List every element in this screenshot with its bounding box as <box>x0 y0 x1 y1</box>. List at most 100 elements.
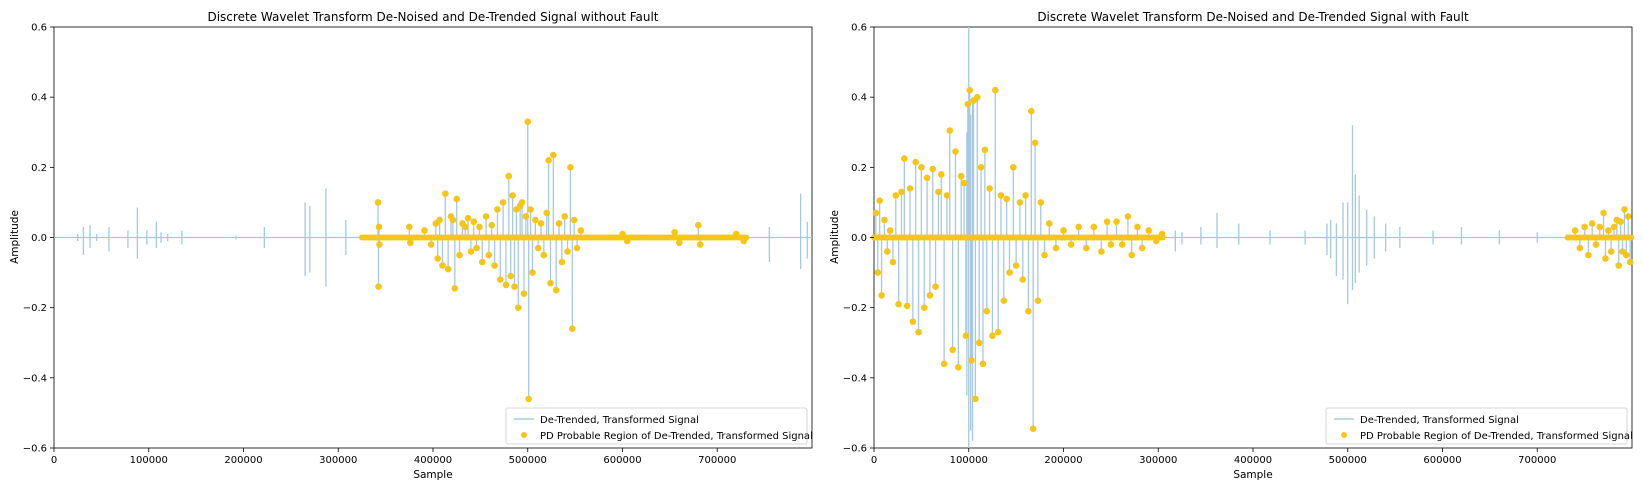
y-tick-label: −0.6 <box>23 444 47 455</box>
y-tick-label: −0.2 <box>843 303 867 314</box>
pd-point <box>1581 223 1588 231</box>
pd-point <box>1605 227 1612 234</box>
y-tick-label: −0.4 <box>843 373 867 384</box>
pd-point <box>547 279 554 287</box>
pd-point <box>485 251 493 259</box>
pd-point <box>522 213 530 220</box>
pd-point <box>946 127 954 134</box>
pd-point <box>453 195 460 203</box>
pd-point <box>883 248 891 255</box>
legend-entry-pd: PD Probable Region of De-Trended, Transf… <box>540 431 813 442</box>
pd-point <box>444 265 452 273</box>
pd-point <box>671 228 678 236</box>
x-tick-label: 300000 <box>319 455 357 466</box>
pd-point <box>464 214 472 222</box>
x-tick-label: 300000 <box>1139 455 1177 466</box>
pd-point <box>473 244 480 252</box>
pd-point <box>545 157 552 164</box>
y-tick-label: −0.4 <box>23 373 47 384</box>
pd-point <box>470 218 478 226</box>
pd-point <box>524 118 532 126</box>
pd-point <box>623 237 631 245</box>
pd-point <box>962 332 970 340</box>
pd-point <box>937 171 945 178</box>
pd-point <box>1607 248 1615 255</box>
pd-point <box>1003 195 1010 203</box>
x-tick-label: 600000 <box>1423 455 1461 466</box>
pd-point <box>507 272 514 280</box>
legend-box <box>505 407 808 445</box>
x-tick-label: 500000 <box>509 455 547 466</box>
pd-point <box>1113 218 1120 226</box>
pd-point <box>972 395 979 403</box>
pd-point <box>876 197 883 204</box>
x-tick-label: 100000 <box>950 455 988 466</box>
x-tick-label: 700000 <box>698 455 736 466</box>
x-tick-label: 0 <box>871 455 877 466</box>
pd-point <box>929 165 937 173</box>
y-tick-label: −0.2 <box>23 303 47 314</box>
pd-point <box>935 188 942 196</box>
pd-point <box>406 223 413 231</box>
pd-point <box>527 206 534 213</box>
pd-point <box>975 339 983 347</box>
pd-point <box>376 241 383 248</box>
pd-point <box>957 172 965 180</box>
pd-point <box>964 100 972 108</box>
pd-point <box>918 164 925 171</box>
pd-point <box>1025 307 1032 315</box>
pd-point <box>1617 218 1624 226</box>
pd-point <box>525 395 532 403</box>
chart-right-legend: De-Trended, Transformed Signal PD Probab… <box>1325 407 1633 445</box>
pd-point <box>1588 220 1596 227</box>
pd-point <box>886 227 894 234</box>
pd-point <box>1585 251 1592 259</box>
pd-point <box>573 244 581 252</box>
pd-point <box>532 216 539 224</box>
pd-point <box>1031 139 1039 147</box>
pd-point <box>1082 244 1090 252</box>
pd-point <box>989 332 996 340</box>
pd-point <box>1034 297 1042 304</box>
pd-point <box>421 227 428 234</box>
legend-entry-signal: De-Trended, Transformed Signal <box>540 415 699 426</box>
pd-point <box>966 86 973 94</box>
pd-point <box>1103 218 1111 226</box>
pd-point <box>898 188 905 196</box>
pd-point <box>881 216 888 224</box>
pd-point <box>1045 220 1053 227</box>
pd-point <box>906 185 914 192</box>
pd-point <box>732 230 740 238</box>
pd-point <box>676 239 683 247</box>
legend-dot-swatch <box>1341 432 1347 438</box>
pd-point <box>1610 223 1618 231</box>
pd-point <box>570 216 578 224</box>
pd-point <box>960 179 968 187</box>
pd-point <box>577 227 585 234</box>
pd-point <box>912 158 919 166</box>
x-tick-label: 400000 <box>414 455 452 466</box>
pd-point <box>514 304 522 311</box>
pd-point <box>502 281 510 289</box>
pd-point <box>434 255 442 262</box>
pd-point <box>1009 164 1017 171</box>
chart-left-yticks: −0.6 −0.4 −0.2 0.0 0.2 0.4 0.6 <box>23 23 54 455</box>
pd-point <box>997 192 1005 199</box>
pd-point <box>1602 255 1609 262</box>
x-tick-label: 200000 <box>224 455 262 466</box>
pd-point <box>1134 223 1141 231</box>
pd-point <box>1615 262 1623 269</box>
pd-point <box>518 199 526 206</box>
pd-point <box>540 251 548 259</box>
pd-point <box>1600 209 1607 217</box>
pd-point <box>520 290 528 297</box>
pd-point <box>903 302 911 310</box>
chart-left-xticks: 0 100000 200000 300000 400000 500000 600000 700… <box>51 448 736 466</box>
pd-point <box>1571 227 1579 234</box>
pd-point <box>740 237 748 245</box>
pd-point <box>889 258 897 266</box>
x-tick-label: 0 <box>51 455 57 466</box>
pd-point <box>979 360 987 368</box>
pd-point <box>494 206 501 213</box>
legend-entry-pd: PD Probable Region of De-Trended, Transf… <box>1360 431 1633 442</box>
